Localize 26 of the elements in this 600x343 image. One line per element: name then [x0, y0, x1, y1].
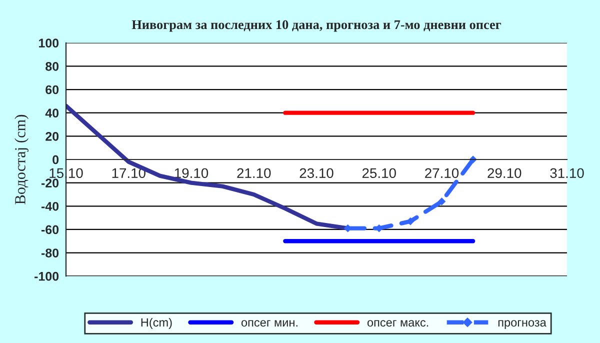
x-tick-label: 31.10 [550, 168, 584, 178]
point [406, 217, 414, 226]
x-tick-label: 21.10 [237, 168, 271, 178]
y-tick-label: -60 [41, 225, 59, 234]
legend-label: опсег мин. [241, 320, 298, 327]
x-tick-label: 27.10 [425, 168, 459, 178]
legend-label: опсег макс. [367, 320, 428, 327]
y-tick-label: 80 [46, 62, 59, 71]
y-axis-title: Водостај (cm) [14, 114, 28, 204]
y-tick-label: -40 [41, 202, 59, 211]
y-tick-label: 60 [46, 85, 59, 94]
y-tick-label: 20 [46, 132, 59, 141]
y-tick-label: 0 [52, 155, 59, 164]
y-tick-label: -100 [34, 272, 59, 281]
y-tick-label: -80 [41, 248, 59, 258]
chart-title: Нивограм за последних 10 дана, прогноза и 7-мо дневни опсег [132, 20, 502, 32]
x-tick-label: 25.10 [362, 168, 396, 178]
point [438, 198, 446, 206]
x-tick-label: 29.10 [488, 168, 522, 178]
y-tick-label: 40 [45, 108, 59, 118]
legend-label: прогноза [498, 320, 546, 329]
legend-label: H(cm) [141, 318, 172, 329]
x-tick-label: 23.10 [300, 168, 334, 178]
x-tick-label: 19.10 [174, 168, 208, 178]
y-tick-label: 100 [38, 38, 59, 48]
y-tick-label: -20 [41, 178, 59, 188]
